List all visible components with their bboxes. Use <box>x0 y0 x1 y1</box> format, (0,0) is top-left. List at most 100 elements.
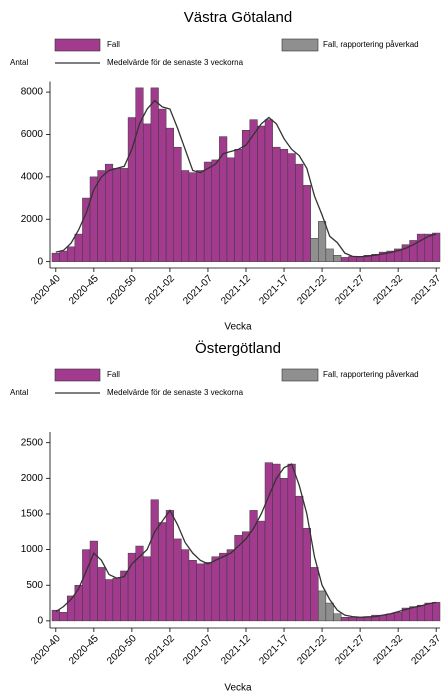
bar <box>143 556 152 622</box>
x-tick-label: 2021-02 <box>143 633 177 667</box>
bar <box>203 562 213 622</box>
bar <box>211 556 220 622</box>
bar <box>219 552 228 622</box>
legend-swatch <box>54 38 101 52</box>
bar <box>120 570 129 622</box>
x-tick-label: 2021-32 <box>371 633 405 667</box>
bar <box>66 246 76 262</box>
y-tick-label: 0 <box>37 616 43 627</box>
y-tick-label: 500 <box>26 580 43 591</box>
x-tick-label: 2020-50 <box>105 273 139 307</box>
bar <box>279 149 289 262</box>
bar <box>188 560 197 622</box>
bar <box>325 602 334 622</box>
bar <box>188 172 197 262</box>
bar <box>158 108 167 262</box>
legend-swatch <box>281 368 319 382</box>
bar <box>226 549 235 622</box>
x-tick-label: 2021-22 <box>295 633 329 667</box>
bar <box>112 168 121 262</box>
bar <box>181 549 190 622</box>
y-tick-label: 1000 <box>21 544 44 555</box>
legend-label: Fall, rapportering påverkad <box>323 370 419 379</box>
bar <box>340 257 349 262</box>
bar <box>173 146 182 262</box>
bar <box>173 538 182 622</box>
bar <box>226 157 235 262</box>
chart: Östergötland Antal Vecka Fall Fall, rapporte… <box>10 339 443 694</box>
bar <box>295 495 304 622</box>
x-tick-label: 2021-07 <box>181 633 215 667</box>
bar <box>257 125 266 262</box>
bar <box>97 567 106 622</box>
bar <box>51 252 60 262</box>
bar <box>241 129 251 262</box>
y-axis-label: Antal <box>10 58 28 67</box>
bar <box>318 590 327 622</box>
x-axis-label: Vecka <box>224 322 252 333</box>
bar <box>196 563 205 622</box>
x-tick-label: 2021-37 <box>409 273 443 307</box>
bar <box>287 463 296 622</box>
x-tick-label: 2021-37 <box>409 633 443 667</box>
x-axis-label: Vecka <box>224 683 252 694</box>
bar <box>196 170 205 262</box>
bar <box>409 606 418 622</box>
bar <box>82 197 91 262</box>
bar <box>340 617 349 622</box>
legend-label: Medelvärde för de senaste 3 veckorna <box>107 388 244 397</box>
x-tick-label: 2021-07 <box>181 273 215 307</box>
bar <box>105 579 114 622</box>
bar <box>97 170 106 262</box>
bar <box>302 185 311 262</box>
legend-label: Fall <box>107 370 120 379</box>
legend-swatch <box>54 368 101 382</box>
bar <box>249 119 258 262</box>
bar <box>310 567 319 622</box>
y-tick-label: 0 <box>37 256 43 267</box>
legend-label: Medelvärde för de senaste 3 veckorna <box>107 58 244 67</box>
bar <box>295 163 304 262</box>
y-tick-label: 4000 <box>21 172 44 183</box>
bar <box>135 87 144 262</box>
bar <box>74 233 83 262</box>
bar <box>279 478 289 622</box>
bar <box>432 232 441 262</box>
bar <box>59 250 68 262</box>
x-tick-label: 2020-45 <box>67 273 101 307</box>
y-tick-label: 2500 <box>21 437 44 448</box>
chart-title: Västra Götaland <box>184 9 292 26</box>
legend-swatch <box>281 38 319 52</box>
x-tick-label: 2021-02 <box>143 273 177 307</box>
x-tick-label: 2020-40 <box>29 273 63 307</box>
y-tick-label: 1500 <box>21 509 44 520</box>
x-tick-label: 2021-27 <box>333 273 367 307</box>
bar <box>272 146 281 262</box>
bar <box>302 527 311 622</box>
y-tick-label: 6000 <box>21 129 44 140</box>
bar <box>264 462 273 622</box>
x-tick-label: 2021-12 <box>219 633 253 667</box>
bar <box>310 238 319 262</box>
x-tick-label: 2021-27 <box>333 633 367 667</box>
bar <box>325 248 334 262</box>
bar <box>165 510 174 622</box>
bar <box>165 127 174 262</box>
bar <box>318 221 327 262</box>
chart: Västra Götaland Antal Vecka Fall Fall, rappo… <box>10 9 443 333</box>
x-tick-label: 2020-50 <box>105 633 139 667</box>
bar <box>333 613 342 622</box>
bar <box>150 87 159 262</box>
x-tick-label: 2021-22 <box>295 273 329 307</box>
bar <box>241 531 251 622</box>
chart-title: Östergötland <box>195 339 281 357</box>
bar <box>219 136 228 262</box>
bar <box>59 612 68 622</box>
bar <box>287 153 296 262</box>
bar <box>120 168 129 262</box>
bar <box>158 522 167 622</box>
legend-label: Fall, rapportering påverkad <box>323 40 419 49</box>
average-line <box>55 463 437 618</box>
bar <box>257 520 266 622</box>
